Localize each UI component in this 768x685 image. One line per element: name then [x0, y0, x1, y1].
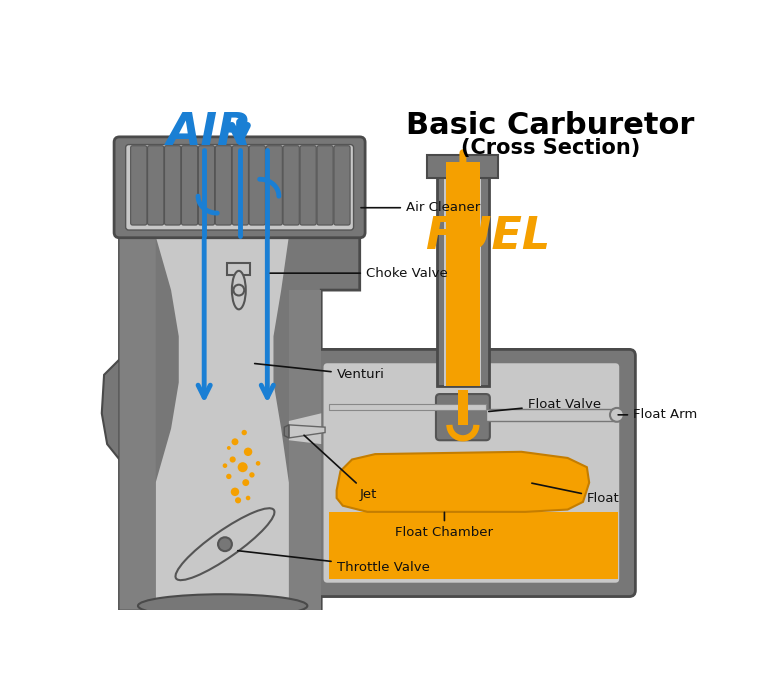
- Polygon shape: [289, 425, 325, 438]
- Circle shape: [250, 472, 255, 477]
- FancyBboxPatch shape: [147, 146, 164, 225]
- Circle shape: [610, 408, 624, 422]
- Polygon shape: [120, 142, 156, 610]
- Text: Basic Carburetor: Basic Carburetor: [406, 112, 695, 140]
- FancyBboxPatch shape: [181, 146, 197, 225]
- FancyBboxPatch shape: [266, 146, 283, 225]
- Circle shape: [223, 463, 227, 468]
- Text: Float Chamber: Float Chamber: [396, 512, 493, 539]
- Polygon shape: [120, 142, 359, 610]
- Polygon shape: [437, 155, 489, 386]
- Polygon shape: [102, 360, 120, 460]
- FancyBboxPatch shape: [436, 394, 490, 440]
- FancyBboxPatch shape: [198, 146, 214, 225]
- Circle shape: [230, 488, 239, 496]
- Polygon shape: [289, 413, 321, 444]
- FancyBboxPatch shape: [232, 146, 249, 225]
- Polygon shape: [284, 425, 289, 438]
- Text: Float Arm: Float Arm: [618, 408, 697, 421]
- FancyBboxPatch shape: [317, 146, 333, 225]
- Text: Choke Valve: Choke Valve: [270, 266, 448, 279]
- Polygon shape: [336, 452, 589, 512]
- Circle shape: [246, 496, 250, 500]
- Circle shape: [237, 462, 248, 472]
- FancyBboxPatch shape: [215, 146, 231, 225]
- Polygon shape: [445, 159, 482, 386]
- Ellipse shape: [175, 508, 274, 580]
- Text: Float: Float: [532, 483, 620, 504]
- FancyBboxPatch shape: [250, 146, 266, 225]
- Circle shape: [231, 438, 238, 445]
- FancyBboxPatch shape: [164, 146, 180, 225]
- Circle shape: [233, 285, 244, 295]
- FancyBboxPatch shape: [131, 146, 147, 225]
- FancyBboxPatch shape: [307, 349, 635, 597]
- FancyBboxPatch shape: [334, 146, 350, 225]
- Polygon shape: [329, 512, 617, 579]
- Text: Float Valve: Float Valve: [488, 397, 601, 412]
- Text: Jet: Jet: [304, 435, 377, 501]
- Circle shape: [242, 479, 250, 486]
- Polygon shape: [428, 155, 498, 179]
- Text: FUEL: FUEL: [425, 214, 551, 258]
- Circle shape: [218, 537, 232, 551]
- Text: AIR: AIR: [167, 111, 253, 153]
- Circle shape: [227, 446, 230, 450]
- Circle shape: [230, 456, 236, 462]
- Polygon shape: [446, 162, 480, 386]
- Polygon shape: [486, 409, 615, 421]
- Polygon shape: [289, 290, 321, 610]
- Circle shape: [226, 474, 231, 479]
- Ellipse shape: [138, 595, 307, 617]
- Circle shape: [243, 447, 253, 456]
- Text: Throttle Valve: Throttle Valve: [238, 551, 429, 574]
- Polygon shape: [227, 263, 250, 275]
- Polygon shape: [458, 390, 468, 425]
- Ellipse shape: [232, 271, 246, 310]
- FancyBboxPatch shape: [323, 363, 619, 583]
- Polygon shape: [329, 404, 486, 410]
- Text: Venturi: Venturi: [255, 364, 385, 382]
- Text: Air Cleaner: Air Cleaner: [361, 201, 480, 214]
- FancyBboxPatch shape: [126, 145, 353, 230]
- Polygon shape: [156, 151, 289, 610]
- Circle shape: [235, 497, 241, 503]
- Circle shape: [256, 461, 260, 466]
- Text: (Cross Section): (Cross Section): [461, 138, 641, 158]
- Polygon shape: [289, 151, 321, 236]
- FancyBboxPatch shape: [283, 146, 300, 225]
- Circle shape: [241, 430, 247, 435]
- FancyBboxPatch shape: [114, 137, 365, 238]
- FancyBboxPatch shape: [300, 146, 316, 225]
